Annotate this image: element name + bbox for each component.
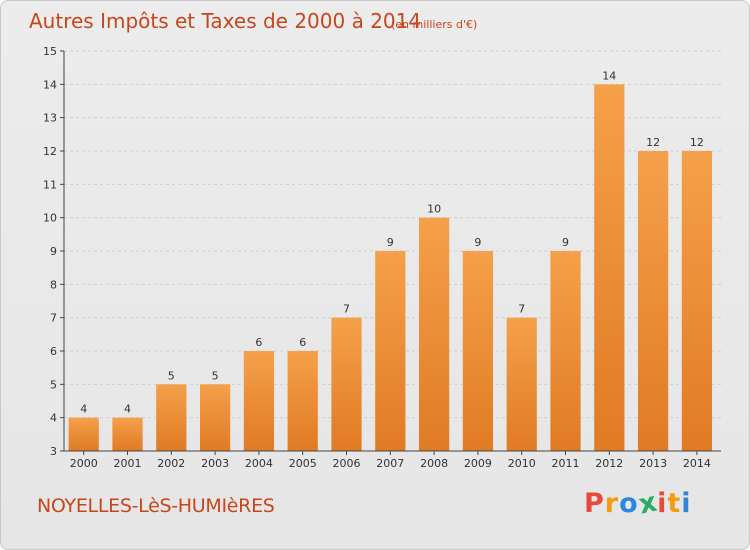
y-tick-label: 12 — [43, 145, 57, 158]
logo-letter: r — [604, 488, 620, 519]
x-tick-label-2003: 2003 — [201, 457, 229, 470]
bars: 4 4 5 5 6 6 7 9 10 9 7 9 14 12 12 — [68, 69, 713, 451]
x-tick-label-2009: 2009 — [464, 457, 492, 470]
bar-2004 — [243, 351, 275, 451]
data-label-2012: 14 — [602, 69, 616, 82]
data-label-2001: 4 — [124, 403, 131, 416]
bar-2006 — [331, 317, 362, 451]
x-tick-label-2004: 2004 — [245, 457, 273, 470]
y-axis: 3 4 5 6 7 8 9 10 11 12 13 14 15 — [43, 45, 65, 458]
x-tick-label-2012: 2012 — [595, 457, 623, 470]
bar-2011 — [550, 251, 581, 451]
x-tick-label-2008: 2008 — [420, 457, 448, 470]
x-tick-label-2005: 2005 — [289, 457, 317, 470]
bar-2007 — [375, 251, 406, 451]
y-tick-label: 14 — [43, 78, 57, 91]
data-label-2006: 7 — [343, 303, 350, 316]
logo-letter: i — [681, 488, 692, 519]
bar-2008 — [418, 217, 450, 451]
data-label-2009: 9 — [474, 236, 481, 249]
bar-2001 — [112, 417, 143, 451]
bar-2003 — [199, 384, 231, 451]
commune-name: NOYELLES-LèS-HUMIèRES — [37, 495, 275, 517]
data-label-2007: 9 — [387, 236, 394, 249]
x-tick-label-2002: 2002 — [157, 457, 185, 470]
y-tick-label: 9 — [50, 245, 57, 258]
y-tick-label: 10 — [43, 212, 57, 225]
bar-2002 — [156, 384, 187, 451]
data-label-2000: 4 — [80, 403, 87, 416]
y-tick-label: 13 — [43, 112, 57, 125]
bar-2013 — [637, 151, 669, 451]
x-tick-label-2006: 2006 — [333, 457, 361, 470]
data-label-2002: 5 — [168, 369, 175, 382]
data-label-2010: 7 — [518, 303, 525, 316]
logo-letter: o — [619, 488, 639, 519]
y-tick-label: 6 — [50, 345, 57, 358]
data-label-2005: 6 — [299, 336, 306, 349]
y-tick-label: 8 — [50, 278, 57, 291]
y-tick-label: 11 — [43, 178, 57, 191]
x-tick-label-2000: 2000 — [70, 457, 98, 470]
x-tick-label-2010: 2010 — [508, 457, 536, 470]
logo-letter: i — [657, 488, 668, 519]
x-tick-label-2007: 2007 — [376, 457, 404, 470]
x-tick-label-2014: 2014 — [683, 457, 711, 470]
y-tick-label: 5 — [50, 378, 57, 391]
logo-letter: P — [584, 488, 605, 519]
logo-letter: t — [667, 488, 682, 519]
chart-title: Autres Impôts et Taxes de 2000 à 2014 — [29, 9, 421, 33]
data-label-2003: 5 — [212, 369, 219, 382]
bar-2012 — [594, 84, 625, 451]
bar-2010 — [506, 317, 537, 451]
proxiti-logo: Proxiti — [584, 486, 692, 520]
y-tick-label: 4 — [50, 412, 57, 425]
x-tick-label-2013: 2013 — [639, 457, 667, 470]
y-tick-label: 7 — [50, 312, 57, 325]
x-tick-label-2001: 2001 — [114, 457, 142, 470]
x-axis: 2000 2001 2002 2003 2004 2005 2006 2007 2008 2009… — [64, 450, 721, 470]
bar-2009 — [462, 251, 494, 451]
x-tick-label-2011: 2011 — [552, 457, 580, 470]
y-tick-label: 15 — [43, 45, 57, 58]
bar-2005 — [287, 351, 318, 451]
data-label-2013: 12 — [646, 136, 660, 149]
bar-2014 — [681, 151, 713, 451]
data-label-2014: 12 — [690, 136, 704, 149]
data-label-2004: 6 — [255, 336, 262, 349]
y-tick-label: 3 — [50, 445, 57, 458]
chart-subtitle: (en milliers d'€) — [391, 18, 477, 31]
data-label-2008: 10 — [427, 203, 441, 216]
bar-2000 — [68, 417, 99, 451]
data-label-2011: 9 — [562, 236, 569, 249]
